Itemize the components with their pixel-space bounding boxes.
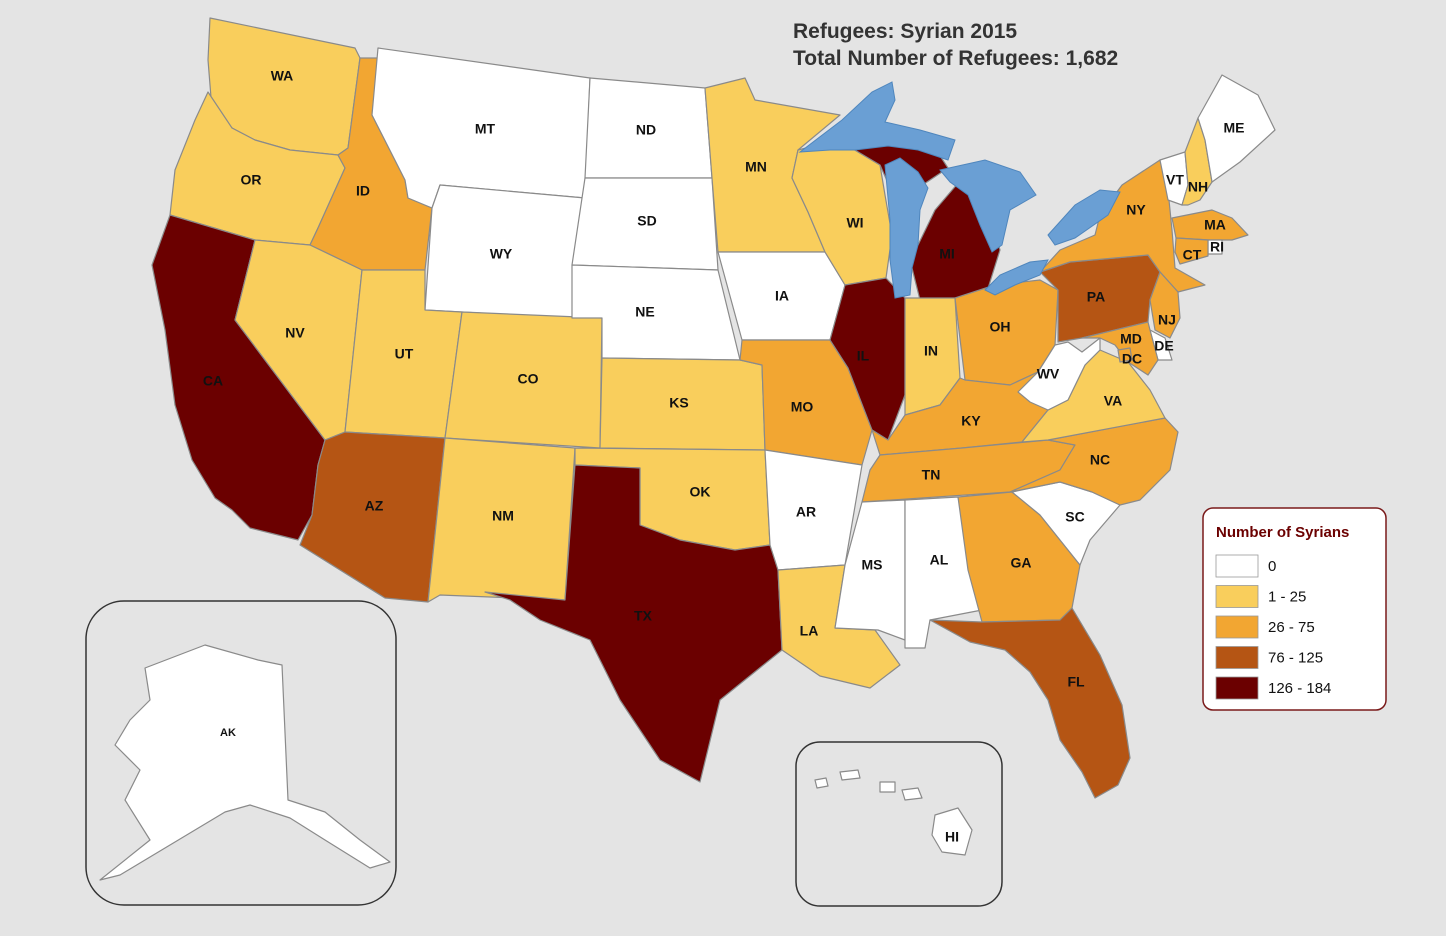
state-label-wv: WV <box>1037 366 1060 382</box>
state-label-ak: AK <box>220 727 236 739</box>
state-label-nc: NC <box>1090 452 1110 468</box>
state-label-pa: PA <box>1087 289 1105 305</box>
legend-items: 0 1 - 25 26 - 75 76 - 125 126 - 184 <box>1215 554 1331 700</box>
state-label-ma: MA <box>1204 217 1226 233</box>
state-tx <box>484 464 783 783</box>
great-lakes <box>798 81 1121 299</box>
state-label-sc: SC <box>1065 509 1084 525</box>
state-label-ct: CT <box>1183 247 1202 263</box>
legend-swatch-3 <box>1215 646 1259 669</box>
legend-label-3: 76 - 125 <box>1268 650 1323 667</box>
map-title: Refugees: Syrian 2015 <box>793 20 1017 43</box>
state-label-il: IL <box>857 348 870 364</box>
state-label-or: OR <box>241 172 262 188</box>
lake-ontario <box>1047 189 1121 246</box>
lake-huron <box>939 159 1037 253</box>
lake-michigan <box>884 157 929 299</box>
state-label-nd: ND <box>636 122 656 138</box>
state-label-in: IN <box>924 343 938 359</box>
state-label-nj: NJ <box>1158 312 1176 328</box>
state-label-ca: CA <box>203 373 223 389</box>
state-wv <box>1017 337 1101 411</box>
state-label-tn: TN <box>922 467 941 483</box>
lake-erie <box>984 259 1049 296</box>
legend-swatch-4 <box>1215 676 1259 700</box>
state-label-al: AL <box>930 552 949 568</box>
state-labels: WA OR CA ID NV MT WY UT AZ CO NM ND SD N… <box>203 68 1245 845</box>
state-md <box>1081 321 1159 376</box>
state-label-md: MD <box>1120 331 1142 347</box>
state-label-mt: MT <box>475 121 496 137</box>
state-label-mo: MO <box>791 399 814 415</box>
state-label-nm: NM <box>492 508 514 524</box>
state-label-va: VA <box>1104 393 1122 409</box>
lake-superior <box>798 81 956 161</box>
state-label-ar: AR <box>796 504 816 520</box>
state-me <box>1197 74 1276 183</box>
state-label-az: AZ <box>365 498 384 514</box>
state-nj <box>1149 271 1181 339</box>
state-label-dc: DC <box>1122 351 1142 367</box>
state-label-ri: RI <box>1210 239 1224 255</box>
hawaii-inset-frame <box>795 741 1003 907</box>
legend-swatch-0 <box>1215 554 1259 578</box>
legend-label-2: 26 - 75 <box>1268 619 1315 636</box>
legend-label-4: 126 - 184 <box>1268 680 1331 697</box>
state-fl <box>929 607 1131 799</box>
alaska-inset-frame <box>85 600 397 906</box>
state-ny <box>1039 159 1206 293</box>
state-label-ny: NY <box>1126 202 1146 218</box>
state-label-fl: FL <box>1067 674 1085 690</box>
state-label-id: ID <box>356 183 370 199</box>
state-az <box>299 431 446 603</box>
state-ct <box>1174 237 1209 265</box>
state-label-ms: MS <box>862 557 883 573</box>
state-label-me: ME <box>1224 120 1245 136</box>
state-label-co: CO <box>518 371 539 387</box>
legend-label-1: 1 - 25 <box>1268 589 1306 606</box>
legend-title: Number of Syrians <box>1216 524 1349 541</box>
state-label-oh: OH <box>990 319 1011 335</box>
state-label-ne: NE <box>635 304 654 320</box>
state-label-vt: VT <box>1166 172 1184 188</box>
state-label-wy: WY <box>490 246 513 262</box>
state-label-la: LA <box>800 623 819 639</box>
state-label-wa: WA <box>271 68 294 84</box>
state-label-tx: TX <box>634 608 653 624</box>
state-label-ok: OK <box>690 484 711 500</box>
state-label-de: DE <box>1154 338 1173 354</box>
state-label-ks: KS <box>669 395 688 411</box>
state-label-wi: WI <box>846 215 863 231</box>
states-layer <box>99 17 1276 881</box>
state-label-mn: MN <box>745 159 767 175</box>
state-label-ga: GA <box>1011 555 1032 571</box>
state-hi <box>814 769 973 856</box>
legend-swatch-2 <box>1215 615 1259 639</box>
map-subtitle-total: Total Number of Refugees: 1,682 <box>793 47 1118 70</box>
state-label-nh: NH <box>1188 179 1208 195</box>
state-label-hi: HI <box>945 829 959 845</box>
legend-swatch-1 <box>1215 585 1259 608</box>
legend: Number of Syrians 0 1 - 25 26 - 75 76 - 125… <box>1202 507 1387 711</box>
state-dc <box>1117 347 1133 363</box>
state-label-nv: NV <box>285 325 305 341</box>
state-label-ky: KY <box>961 413 981 429</box>
state-label-ut: UT <box>395 346 414 362</box>
state-label-ia: IA <box>775 288 789 304</box>
legend-label-0: 0 <box>1268 558 1276 575</box>
state-label-mi: MI <box>939 246 955 262</box>
state-label-sd: SD <box>637 213 656 229</box>
state-ak <box>99 644 391 881</box>
